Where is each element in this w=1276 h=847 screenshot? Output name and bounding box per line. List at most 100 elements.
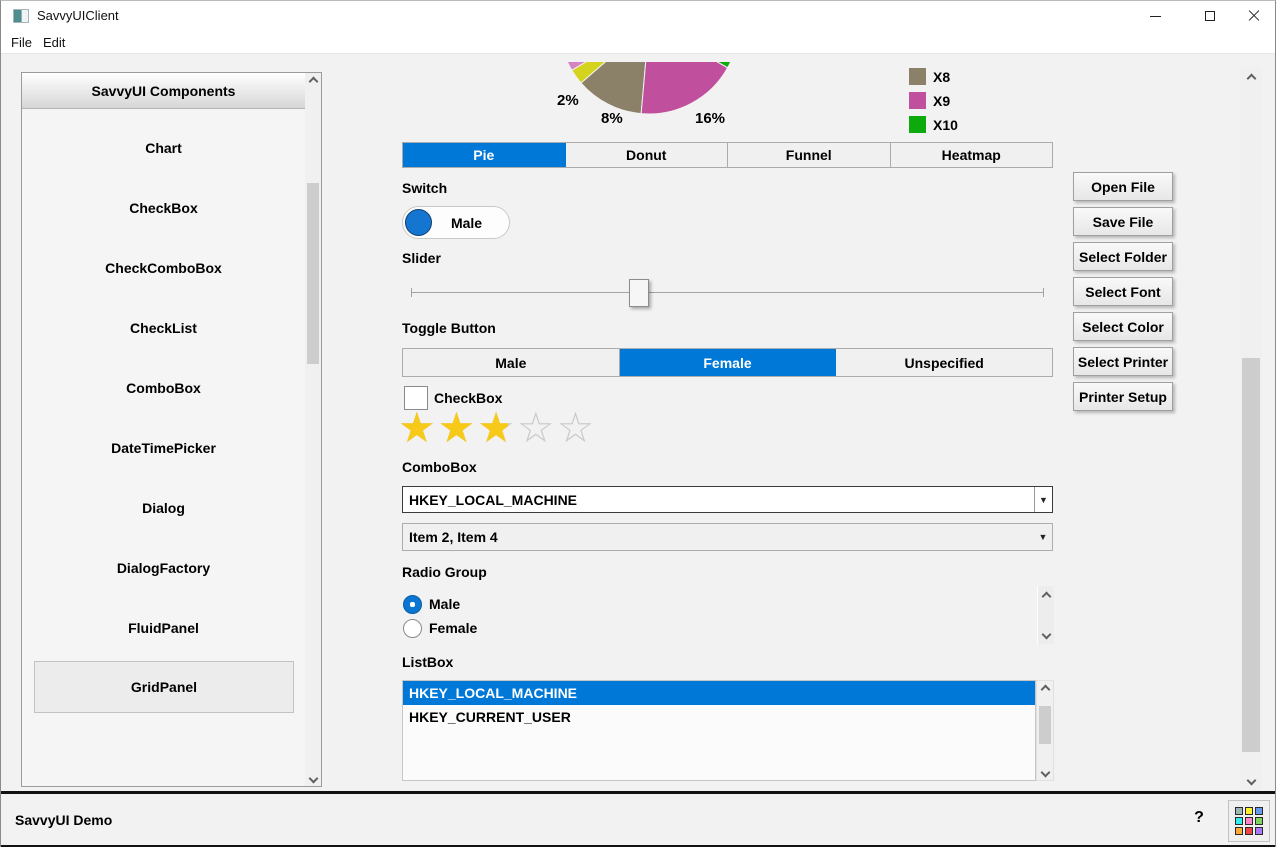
radio-group-label: Radio Group <box>402 564 487 580</box>
sidebar-scrollbar-thumb[interactable] <box>307 183 319 364</box>
close-button[interactable] <box>1231 1 1275 31</box>
legend-item-x8: X8 <box>909 68 950 85</box>
switch-section-label: Switch <box>402 180 448 196</box>
sidebar-item-combobox[interactable]: ComboBox <box>126 380 201 396</box>
switch-knob[interactable] <box>405 209 432 236</box>
radio-option-female[interactable]: Female <box>403 618 477 638</box>
select-printer-button[interactable]: Select Printer <box>1073 347 1173 376</box>
minimize-button[interactable] <box>1132 1 1178 31</box>
color-grid-icon <box>1235 807 1263 835</box>
toggle-section-label: Toggle Button <box>402 320 496 336</box>
combobox-dropdown-button[interactable]: ▼ <box>1034 487 1052 512</box>
sidebar-item-chart[interactable]: Chart <box>145 140 182 156</box>
toggle-male[interactable]: Male <box>403 349 620 376</box>
slider-track[interactable] <box>411 288 1044 297</box>
sidebar-item-dialogfactory[interactable]: DialogFactory <box>116 560 211 576</box>
switch-value-label: Male <box>450 214 483 231</box>
sidebar-item-checklist[interactable]: CheckList <box>130 320 197 336</box>
listbox-scrollbar-thumb[interactable] <box>1039 706 1051 744</box>
sidebar-item-dialog[interactable]: Dialog <box>142 500 185 516</box>
menu-file[interactable]: File <box>11 35 32 50</box>
slider-start-tick <box>411 288 412 297</box>
slider-section-label: Slider <box>402 250 441 266</box>
tab-funnel[interactable]: Funnel <box>728 143 891 167</box>
scroll-down-icon[interactable] <box>1038 626 1054 642</box>
select-color-button[interactable]: Select Color <box>1073 312 1173 341</box>
chevron-down-icon: ▼ <box>1038 532 1048 542</box>
minimize-icon <box>1149 15 1161 17</box>
pie-label-8pct: 8% <box>601 110 623 127</box>
printer-setup-button[interactable]: Printer Setup <box>1073 382 1173 411</box>
status-text: SavvyUI Demo <box>15 812 113 828</box>
pie-chart: 2% 8% 16% <box>401 62 1053 142</box>
listbox-scrollbar[interactable] <box>1036 680 1054 781</box>
switch-control[interactable]: Male <box>402 206 510 239</box>
scroll-up-icon[interactable] <box>1240 70 1262 86</box>
legend-swatch-x8 <box>909 68 926 85</box>
maximize-button[interactable] <box>1187 1 1233 31</box>
radio-group-scrollbar[interactable] <box>1037 586 1054 644</box>
scroll-down-icon[interactable] <box>1037 764 1053 780</box>
sidebar-item-datetimepicker[interactable]: DateTimePicker <box>111 440 216 456</box>
rating-stars[interactable]: ☆☆☆☆☆ ★★★★★ <box>398 406 618 452</box>
legend-swatch-x10 <box>909 116 926 133</box>
window-title: SavvyUIClient <box>37 8 119 23</box>
check-combobox-value[interactable]: Item 2, Item 4 <box>409 529 498 545</box>
checkbox-input[interactable] <box>404 386 428 410</box>
scroll-up-icon[interactable] <box>305 73 321 89</box>
status-bar: SavvyUI Demo ? <box>1 791 1275 847</box>
pie-label-2pct: 2% <box>557 92 579 109</box>
slider-thumb[interactable] <box>629 279 649 307</box>
open-file-button[interactable]: Open File <box>1073 172 1173 201</box>
listbox: HKEY_LOCAL_MACHINE HKEY_CURRENT_USER <box>402 680 1036 781</box>
toggle-unspecified[interactable]: Unspecified <box>904 354 984 371</box>
title-bar: SavvyUIClient <box>1 1 1275 31</box>
combobox-input[interactable]: HKEY_LOCAL_MACHINE ▼ <box>402 486 1053 513</box>
scroll-up-icon[interactable] <box>1037 681 1053 697</box>
theme-grid-button[interactable] <box>1228 800 1270 842</box>
select-folder-button[interactable]: Select Folder <box>1073 242 1173 271</box>
menu-bar: File Edit <box>1 31 1275 53</box>
app-icon <box>13 9 29 23</box>
listbox-item-hkey-local-machine[interactable]: HKEY_LOCAL_MACHINE <box>403 681 1035 705</box>
checkbox-label: CheckBox <box>434 390 503 406</box>
radio-unselected-icon[interactable] <box>403 618 422 638</box>
sidebar-item-gridpanel[interactable]: GridPanel <box>34 661 294 713</box>
radio-option-male[interactable]: Male <box>403 594 460 614</box>
main-area: SavvyUI Components Chart CheckBox CheckC… <box>1 53 1275 791</box>
toggle-female[interactable]: Female <box>619 349 837 376</box>
sidebar-scrollbar[interactable] <box>305 73 321 786</box>
sidebar-item-fluidpanel[interactable]: FluidPanel <box>128 620 199 636</box>
rating-stars-filled: ★★★★★ <box>398 406 508 450</box>
main-scrollbar[interactable] <box>1240 68 1262 790</box>
listbox-section-label: ListBox <box>402 654 454 670</box>
chart-type-tabs: Pie Donut Funnel Heatmap <box>402 142 1053 168</box>
tab-donut[interactable]: Donut <box>566 143 728 167</box>
listbox-item-hkey-current-user[interactable]: HKEY_CURRENT_USER <box>409 709 571 725</box>
scroll-down-icon[interactable] <box>305 770 321 786</box>
rating-stars-empty: ☆☆☆☆☆ <box>398 404 597 451</box>
component-list-panel: SavvyUI Components Chart CheckBox CheckC… <box>21 72 322 787</box>
component-list-header: SavvyUI Components <box>22 73 305 109</box>
combobox-value[interactable]: HKEY_LOCAL_MACHINE <box>409 491 578 508</box>
help-button[interactable]: ? <box>1194 809 1204 826</box>
menu-edit[interactable]: Edit <box>43 35 66 50</box>
sidebar-item-checkbox[interactable]: CheckBox <box>129 200 198 216</box>
scroll-down-icon[interactable] <box>1240 772 1262 788</box>
toggle-button-group: Male Female Unspecified <box>402 348 1053 377</box>
select-font-button[interactable]: Select Font <box>1073 277 1173 306</box>
radio-selected-icon[interactable] <box>403 594 422 614</box>
close-icon <box>1248 10 1260 22</box>
chevron-down-icon: ▼ <box>1039 494 1048 505</box>
tab-heatmap[interactable]: Heatmap <box>941 147 1001 163</box>
slider-end-tick <box>1043 288 1044 297</box>
check-combobox-dropdown-button[interactable]: ▼ <box>1034 524 1052 550</box>
scroll-up-icon[interactable] <box>1038 588 1054 604</box>
legend-swatch-x9 <box>909 92 926 109</box>
check-combobox-input[interactable]: Item 2, Item 4 ▼ <box>402 523 1053 551</box>
save-file-button[interactable]: Save File <box>1073 207 1173 236</box>
main-scrollbar-thumb[interactable] <box>1242 358 1260 752</box>
tab-pie[interactable]: Pie <box>403 143 566 167</box>
sidebar-item-checkcombobox[interactable]: CheckComboBox <box>105 260 222 276</box>
